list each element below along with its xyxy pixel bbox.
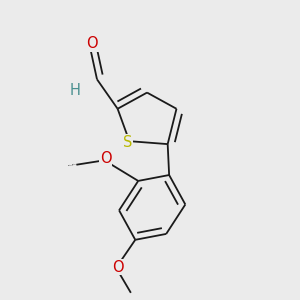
- Text: O: O: [112, 260, 123, 275]
- Text: S: S: [123, 134, 133, 149]
- Text: H: H: [70, 83, 80, 98]
- Text: methoxy: methoxy: [68, 165, 74, 166]
- Text: methoxy: methoxy: [72, 164, 78, 165]
- Text: O: O: [86, 37, 98, 52]
- Text: O: O: [100, 151, 112, 166]
